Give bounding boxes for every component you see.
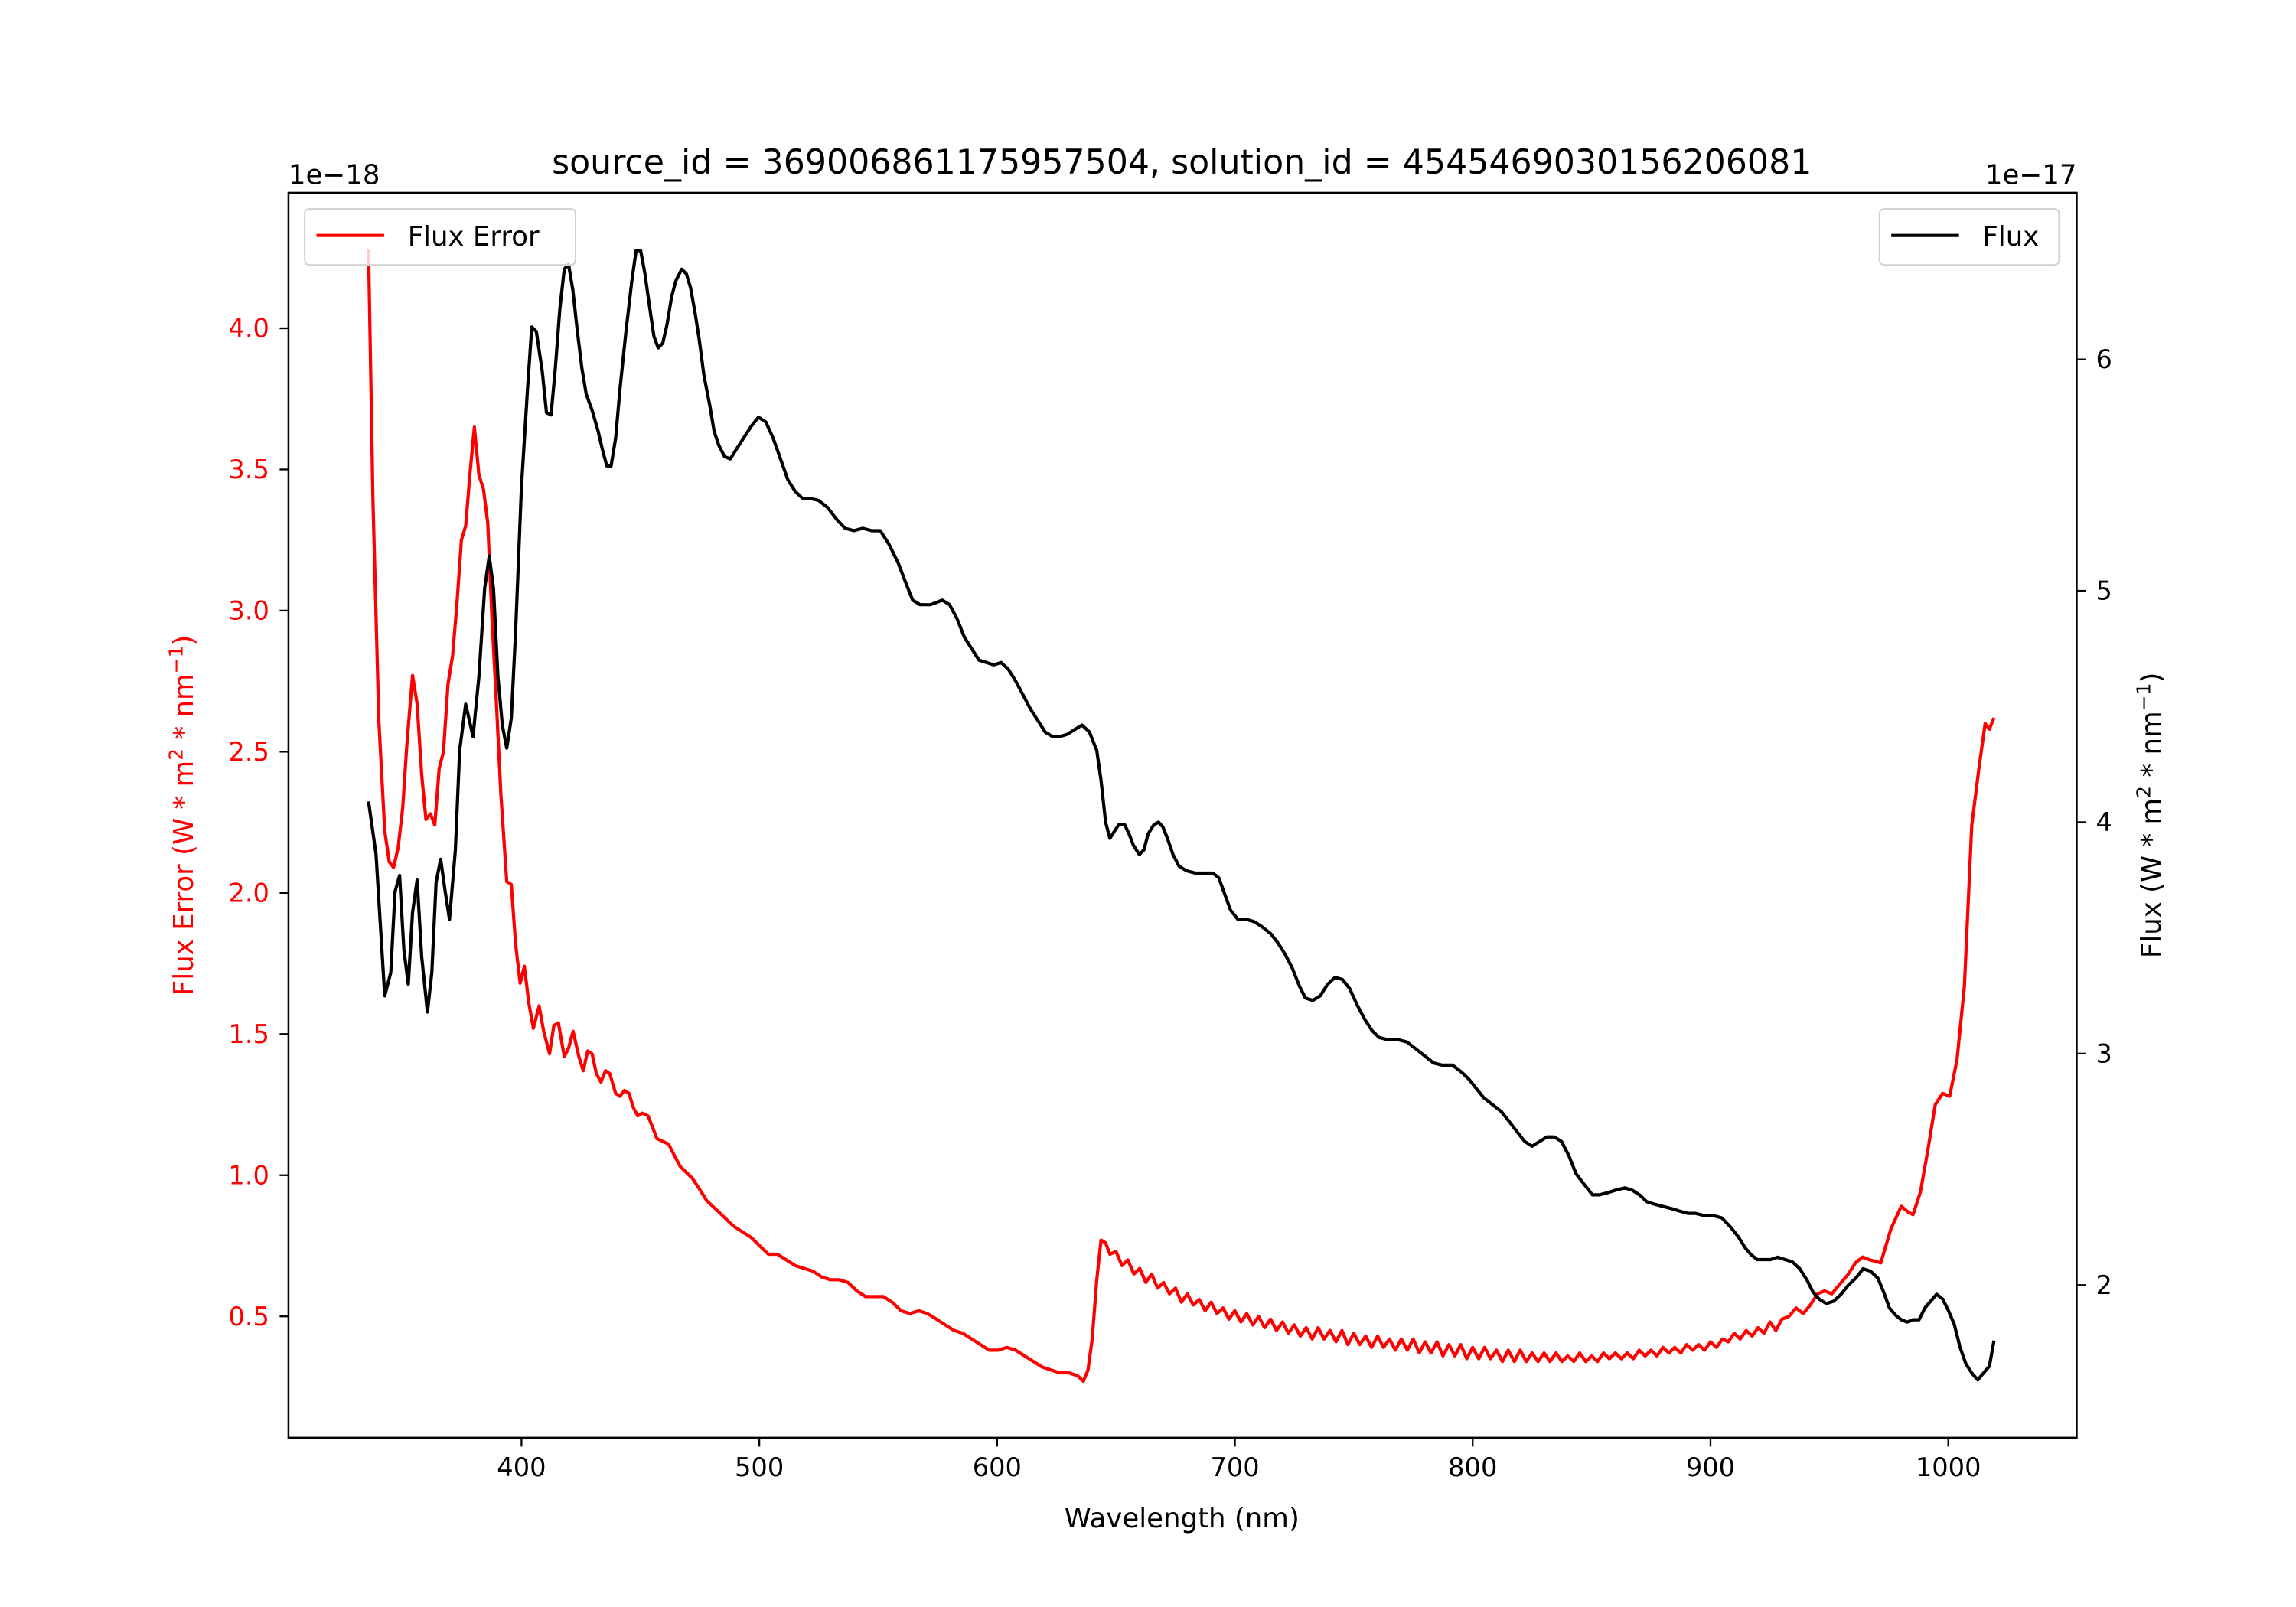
left-y-tick-label: 3.5 <box>228 455 269 484</box>
x-tick-label: 600 <box>973 1452 1022 1482</box>
legend-flux: Flux <box>1878 208 2060 266</box>
legend-label-flux-error: Flux Error <box>408 221 540 253</box>
left-axis-label-mid: * nm <box>168 673 200 748</box>
x-tick-label: 1000 <box>1916 1452 1981 1482</box>
left-axis-label-main: Flux Error (W * m <box>168 761 200 996</box>
left-y-tick-label: 2.0 <box>228 878 269 908</box>
series-line-flux-error <box>367 249 1996 1384</box>
right-axis-label-end: ) <box>2136 673 2167 683</box>
left-axis-label-sup1: 2 <box>165 748 187 761</box>
series-layer <box>367 249 1996 1384</box>
x-tick-label: 800 <box>1448 1452 1497 1482</box>
right-axis-label-mid: * nm <box>2136 711 2167 786</box>
legend-box <box>1878 208 2060 266</box>
right-axis-label: Flux (W * m2 * nm−1) <box>2133 673 2167 959</box>
right-y-tick-label: 4 <box>2095 807 2112 837</box>
right-y-tick-label: 6 <box>2095 344 2112 374</box>
right-axis-offset-text: 1e−17 <box>1985 159 2077 191</box>
legend-box <box>304 208 576 266</box>
left-axis-label: Flux Error (W * m2 * nm−1) <box>165 635 199 996</box>
legend-flux-error: Flux Error <box>304 208 576 266</box>
right-axis-label-sup1: 2 <box>2133 786 2155 798</box>
right-axis-label-main: Flux (W * m <box>2136 798 2167 958</box>
right-axis-label-sup2: −1 <box>2133 683 2155 712</box>
x-tick-label: 500 <box>735 1452 784 1482</box>
right-y-tick-label: 2 <box>2095 1270 2112 1300</box>
left-y-tick-label: 4.0 <box>228 314 269 344</box>
x-tick-label: 400 <box>497 1452 546 1482</box>
x-tick-label: 700 <box>1210 1452 1259 1482</box>
series-line-flux <box>367 249 1996 1382</box>
left-axis-label-end: ) <box>168 635 200 646</box>
right-y-tick-label: 3 <box>2095 1038 2112 1068</box>
right-y-tick-label: 5 <box>2095 576 2112 606</box>
left-y-tick-label: 0.5 <box>228 1302 269 1332</box>
legend-label-flux: Flux <box>1982 221 2039 253</box>
chart-title: source_id = 369006861175957504, solution… <box>552 143 1812 182</box>
plot-frame <box>287 191 2078 1439</box>
left-y-tick-label: 1.0 <box>228 1160 269 1190</box>
left-axis-offset-text: 1e−18 <box>289 159 380 191</box>
left-y-tick-label: 3.0 <box>228 595 269 625</box>
left-y-tick-label: 1.5 <box>228 1019 269 1049</box>
x-tick-label: 900 <box>1686 1452 1735 1482</box>
ticks-layer: 400 500 600 700 800 900 1000 0.5 1.0 1.5 2.0 2.5 3.0… <box>228 314 2112 1482</box>
left-axis-label-sup2: −1 <box>165 646 187 674</box>
x-axis-label: Wavelength (nm) <box>1065 1503 1300 1534</box>
left-y-tick-label: 2.5 <box>228 737 269 767</box>
